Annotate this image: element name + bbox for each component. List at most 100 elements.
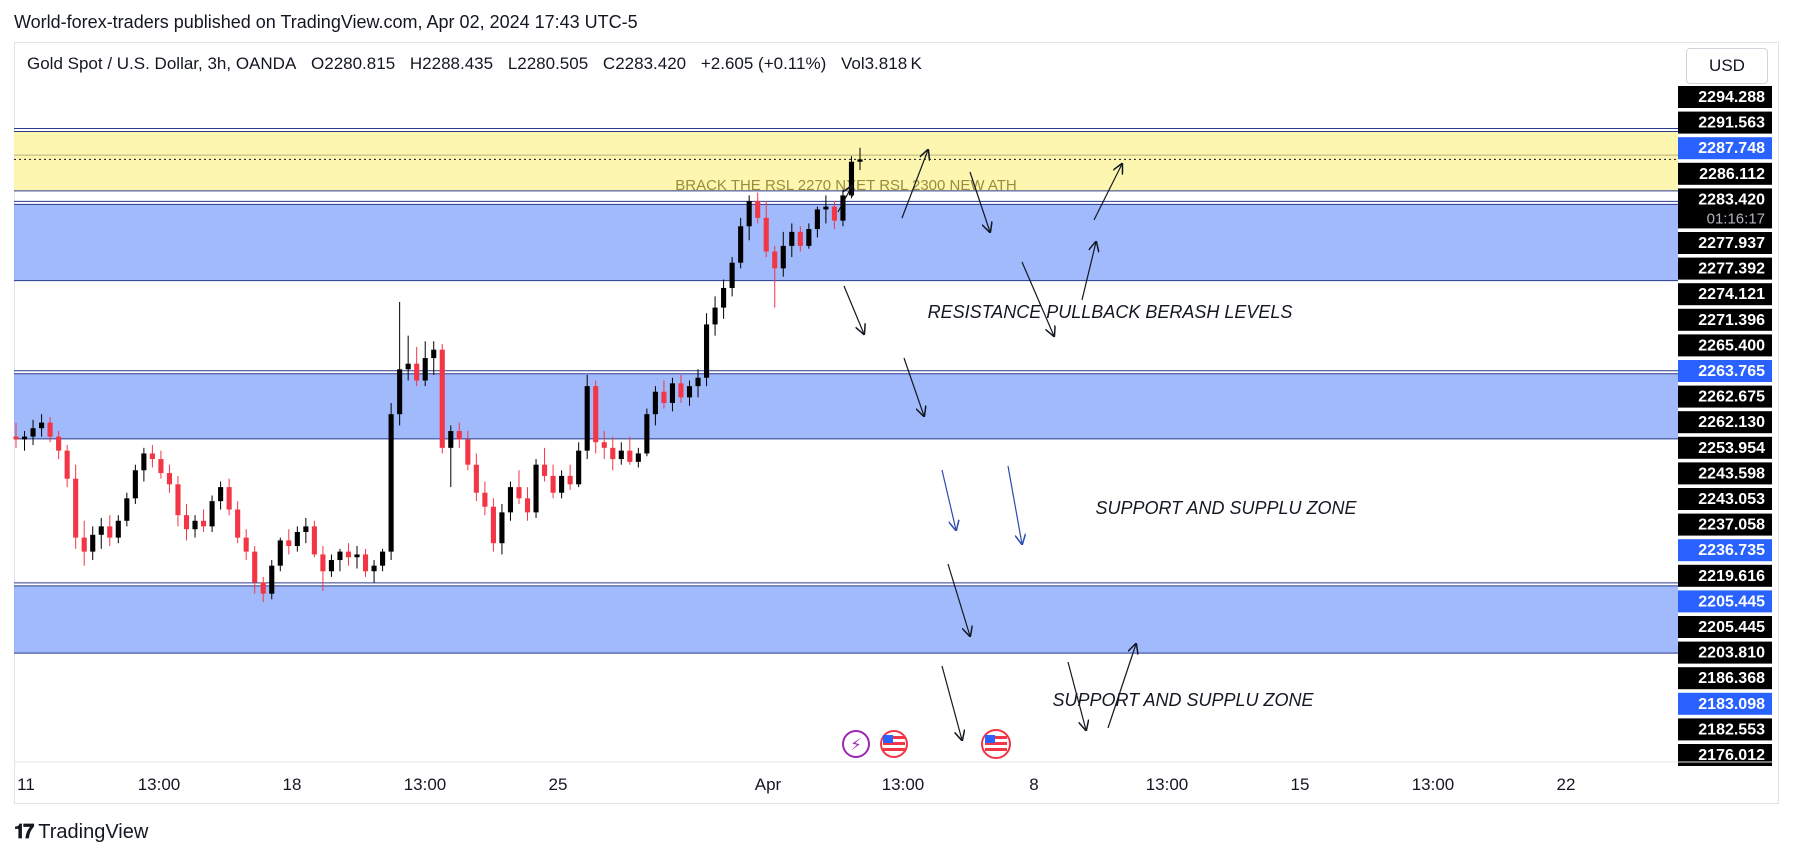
- arrow-down-1: [969, 171, 990, 232]
- candle-body: [132, 470, 138, 499]
- price-label: 2277.392: [1678, 257, 1772, 280]
- candle: [209, 495, 215, 532]
- price-label-bg: [1678, 188, 1772, 229]
- price-label-text: 2271.396: [1698, 312, 1765, 329]
- candle: [277, 537, 283, 572]
- candle: [243, 529, 249, 561]
- candle: [166, 464, 173, 493]
- candle: [337, 548, 343, 572]
- candle: [141, 447, 147, 482]
- candle-body: [516, 487, 522, 499]
- price-label-bg: [1678, 641, 1772, 664]
- candle-body: [380, 551, 386, 566]
- price-label-bg: [1678, 385, 1772, 408]
- candle: [405, 335, 411, 381]
- candle: [763, 201, 769, 258]
- footer-brand: TradingView: [38, 820, 149, 843]
- tradingview-footer-logo[interactable]: 𝟏𝟕 TradingView: [14, 818, 148, 846]
- candle: [507, 481, 514, 521]
- candle-body: [806, 229, 812, 246]
- candle: [465, 431, 471, 471]
- price-label: 2274.121: [1678, 283, 1772, 306]
- candle: [124, 492, 130, 527]
- svg-text:⚡: ⚡: [850, 735, 861, 754]
- candle: [371, 560, 377, 583]
- candle: [559, 470, 565, 499]
- price-label: 2219.616: [1678, 564, 1772, 587]
- time-tick-label: 11: [17, 775, 35, 794]
- arrow-up-4: [1081, 242, 1096, 301]
- candle-body: [303, 526, 309, 532]
- candle-body: [507, 487, 514, 513]
- price-label-bg: [1678, 162, 1772, 185]
- arrow-down-3: [843, 285, 864, 334]
- price-label-bg: [1678, 513, 1772, 536]
- candle: [260, 576, 266, 603]
- candle: [703, 313, 710, 387]
- candle: [635, 447, 641, 468]
- candle: [303, 517, 309, 544]
- candle-body: [90, 534, 96, 552]
- price-label-bg: [1678, 86, 1772, 108]
- candle-body: [362, 554, 369, 572]
- candle-body: [311, 526, 317, 555]
- time-tick-label: 13:00: [1412, 775, 1455, 794]
- price-label: 2294.288: [1678, 86, 1772, 108]
- tradingview-logo-icon: 𝟏𝟕: [14, 820, 34, 843]
- candle-body: [124, 498, 130, 521]
- candle: [806, 223, 812, 249]
- candle-body: [405, 363, 411, 370]
- candle-body: [652, 391, 658, 415]
- price-label-text: 2243.053: [1698, 491, 1765, 508]
- candle-body: [183, 515, 190, 530]
- candle-body: [200, 520, 207, 527]
- price-label-text: 2262.130: [1698, 414, 1765, 431]
- price-label-text: 2291.563: [1698, 115, 1765, 132]
- candle-body: [81, 537, 87, 552]
- candle-body: [175, 484, 181, 516]
- candle: [21, 431, 28, 451]
- price-label-text: 2265.400: [1698, 337, 1765, 354]
- candle-body: [772, 251, 778, 269]
- price-label: 2283.420 01:16:17: [1678, 188, 1772, 229]
- price-label-bg: [1678, 718, 1772, 741]
- zone-label: RESISTANCE PULLBACK BERASH LEVELS: [928, 302, 1293, 322]
- candle: [669, 377, 676, 412]
- price-change: +2.605 (+0.11%): [700, 54, 827, 73]
- price-label: 2262.130: [1678, 411, 1772, 434]
- candle-body: [686, 386, 693, 398]
- candle: [448, 425, 454, 488]
- currency-button[interactable]: USD: [1686, 48, 1768, 84]
- time-tick-label: 15: [1291, 775, 1310, 794]
- symbol-name[interactable]: Gold Spot / U.S. Dollar, 3h, OANDA: [27, 54, 297, 73]
- candle: [550, 464, 556, 499]
- candle-body: [584, 386, 590, 451]
- price-label-bg: [1678, 360, 1772, 382]
- candle-body: [490, 506, 496, 544]
- candle-body: [635, 453, 641, 462]
- price-label: 2243.598: [1678, 462, 1772, 485]
- candle: [644, 408, 650, 457]
- price-label-bg: [1678, 462, 1772, 485]
- price-label: 2186.368: [1678, 667, 1772, 690]
- candle-body: [823, 206, 829, 210]
- candle-body: [857, 159, 863, 162]
- price-label-bg: [1678, 137, 1772, 160]
- candle: [235, 501, 241, 544]
- candle: [81, 520, 87, 566]
- candle: [354, 546, 360, 569]
- zone-1: [14, 131, 1678, 191]
- candle-body: [601, 442, 607, 448]
- candle: [584, 374, 590, 460]
- candle-body: [797, 231, 803, 246]
- candle: [294, 526, 300, 552]
- candle-body: [780, 245, 786, 269]
- candle: [542, 447, 548, 482]
- arrow-down-8: [941, 665, 962, 740]
- arrow-down-9: [1067, 661, 1086, 730]
- candle-body: [47, 422, 53, 437]
- price-axis: 2294.288 2291.563 2287.748 2286.112 2283.420…: [1678, 86, 1772, 766]
- candle: [56, 431, 62, 460]
- candle: [814, 206, 820, 238]
